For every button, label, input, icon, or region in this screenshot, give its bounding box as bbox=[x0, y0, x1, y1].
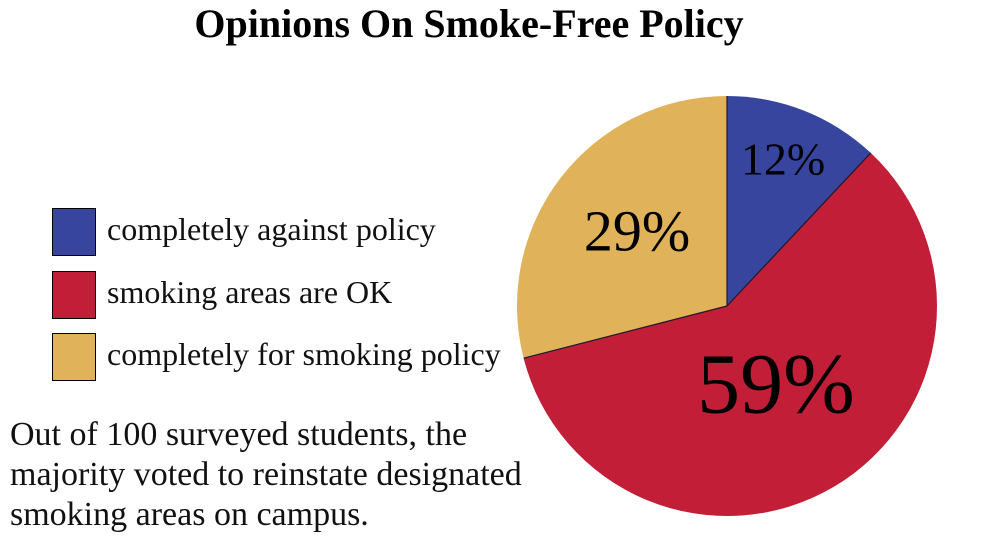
svg-text:12%: 12% bbox=[741, 134, 825, 185]
svg-text:59%: 59% bbox=[697, 336, 855, 432]
svg-text:29%: 29% bbox=[584, 198, 690, 263]
